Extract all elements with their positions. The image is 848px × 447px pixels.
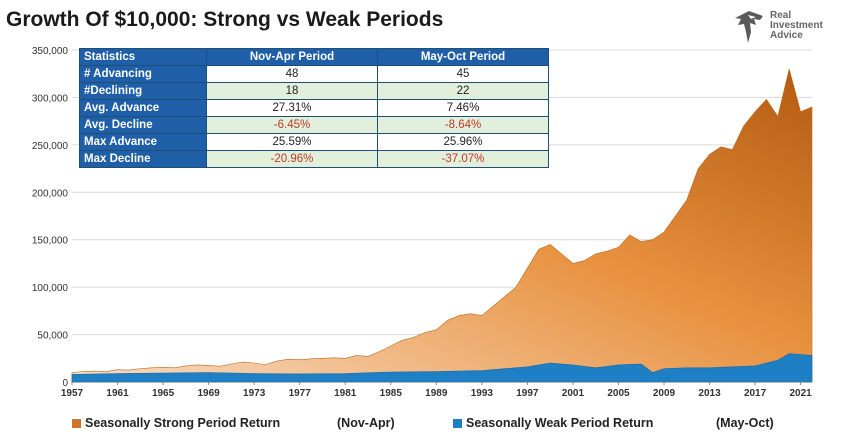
- statistics-value-nov-apr: -6.45%: [206, 116, 378, 134]
- logo-line2: Investment: [770, 20, 823, 31]
- statistics-value-may-oct: 25.96%: [377, 133, 549, 151]
- legend-swatch-weak: [453, 419, 462, 429]
- header-may-oct: May-Oct Period: [377, 48, 549, 66]
- x-tick-label: 1961: [106, 388, 129, 399]
- statistics-value-may-oct: 45: [377, 65, 549, 83]
- statistics-row: Max Decline -20.96% -37.07%: [79, 150, 549, 168]
- statistics-value-nov-apr: 48: [206, 65, 378, 83]
- statistics-row-label: #Declining: [79, 82, 207, 100]
- statistics-value-nov-apr: 18: [206, 82, 378, 100]
- y-tick-label: 50,000: [37, 331, 68, 342]
- y-tick-label: 100,000: [32, 283, 69, 294]
- statistics-row: # Advancing 48 45: [79, 65, 549, 83]
- x-tick-label: 2001: [562, 388, 585, 399]
- logo: Real Investment Advice: [734, 8, 840, 48]
- area-series-weak: [71, 353, 813, 383]
- x-tick-label: 2021: [789, 388, 812, 399]
- legend-label-strong: Seasonally Strong Period Return: [85, 416, 281, 430]
- x-tick-label: 1985: [380, 388, 403, 399]
- header-nov-apr: Nov-Apr Period: [206, 48, 378, 66]
- legend-item-strong: Seasonally Strong Period Return: [72, 416, 280, 430]
- statistics-row-label: Max Advance: [79, 133, 207, 151]
- x-tick-label: 1989: [425, 388, 448, 399]
- y-tick-label: 150,000: [32, 236, 69, 247]
- logo-line1: Real: [770, 10, 792, 21]
- x-tick-label: 1957: [61, 388, 84, 399]
- statistics-value-may-oct: 22: [377, 82, 549, 100]
- x-tick-label: 1977: [289, 388, 312, 399]
- y-tick-label: 300,000: [32, 93, 69, 104]
- area-series-strong: [71, 68, 813, 383]
- x-tick-label: 1969: [197, 388, 220, 399]
- statistics-value-may-oct: -8.64%: [377, 116, 549, 134]
- y-tick-label: 200,000: [32, 188, 69, 199]
- legend-period-weak: (May-Oct): [716, 416, 774, 430]
- y-tick-label: 250,000: [32, 141, 69, 152]
- legend-item-weak: Seasonally Weak Period Return: [453, 416, 653, 430]
- y-tick-label: 0: [62, 378, 68, 389]
- x-tick-label: 1981: [334, 388, 357, 399]
- statistics-header-row: Statistics Nov-Apr Period May-Oct Period: [79, 48, 549, 66]
- header-statistics: Statistics: [79, 48, 207, 66]
- x-tick-label: 1997: [516, 388, 539, 399]
- y-tick-label: 350,000: [32, 46, 69, 57]
- x-tick-label: 1965: [152, 388, 175, 399]
- x-tick-label: 1973: [243, 388, 266, 399]
- statistics-row: Max Advance 25.59% 25.96%: [79, 133, 549, 151]
- statistics-row-label: Avg. Decline: [79, 116, 207, 134]
- logo-line3: Advice: [770, 30, 803, 41]
- statistics-row: Avg. Advance 27.31% 7.46%: [79, 99, 549, 117]
- statistics-table: Statistics Nov-Apr Period May-Oct Period…: [79, 48, 549, 168]
- x-tick-label: 1993: [471, 388, 494, 399]
- statistics-row: #Declining 18 22: [79, 82, 549, 100]
- statistics-row-label: Max Decline: [79, 150, 207, 168]
- x-tick-label: 2013: [698, 388, 721, 399]
- statistics-value-nov-apr: 27.31%: [206, 99, 378, 117]
- statistics-value-nov-apr: -20.96%: [206, 150, 378, 168]
- logo-text: Real Investment Advice: [770, 11, 823, 41]
- chart-title: Growth Of $10,000: Strong vs Weak Period…: [6, 8, 444, 31]
- legend-label-weak: Seasonally Weak Period Return: [466, 416, 654, 430]
- legend: Seasonally Strong Period Return (Nov-Apr…: [70, 410, 848, 436]
- statistics-body: # Advancing 48 45 #Declining 18 22 Avg. Advanc…: [79, 65, 549, 168]
- eagle-logo-icon: [735, 11, 763, 43]
- statistics-value-may-oct: 7.46%: [377, 99, 549, 117]
- statistics-row-label: # Advancing: [79, 65, 207, 83]
- x-tick-label: 2017: [744, 388, 767, 399]
- statistics-row-label: Avg. Advance: [79, 99, 207, 117]
- legend-period-strong: (Nov-Apr): [337, 416, 395, 430]
- statistics-row: Avg. Decline -6.45% -8.64%: [79, 116, 549, 134]
- x-tick-label: 2009: [653, 388, 676, 399]
- x-tick-label: 2005: [607, 388, 630, 399]
- statistics-value-nov-apr: 25.59%: [206, 133, 378, 151]
- legend-swatch-strong: [72, 419, 81, 429]
- statistics-value-may-oct: -37.07%: [377, 150, 549, 168]
